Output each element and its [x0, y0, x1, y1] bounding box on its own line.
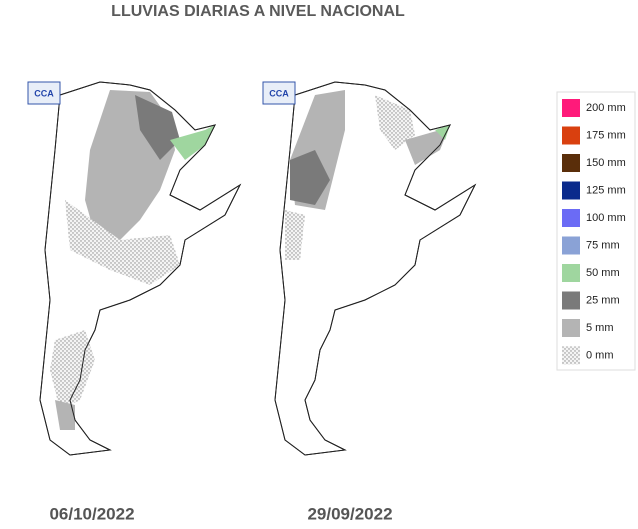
legend-swatch — [562, 236, 580, 255]
legend-swatch — [562, 154, 580, 172]
legend-label: 5 mm — [586, 322, 614, 334]
legend-swatch — [562, 209, 580, 227]
legend: 200 mm 175 mm 150 mm 125 mm 100 mm 75 mm 50 mm… — [556, 91, 636, 371]
legend-label: 125 mm — [586, 184, 626, 196]
legend-label: 50 mm — [586, 267, 620, 279]
legend-swatch — [562, 99, 580, 117]
legend-swatch — [562, 264, 580, 282]
legend-swatch — [562, 181, 580, 200]
legend-swatch — [562, 319, 580, 337]
legend-label: 75 mm — [586, 239, 620, 251]
legend-label: 175 mm — [586, 129, 626, 141]
legend-swatch — [562, 346, 580, 365]
map-date: 29/09/2022 — [307, 504, 392, 523]
legend-label: 0 mm — [586, 349, 614, 361]
legend-label: 100 mm — [586, 212, 626, 224]
legend-label: 200 mm — [586, 102, 626, 114]
legend-label: 25 mm — [586, 294, 620, 306]
map-date: 06/10/2022 — [49, 504, 134, 523]
map: CCA 29/09/2022 — [262, 81, 476, 523]
legend-swatch — [562, 126, 580, 145]
logo: CCA — [34, 88, 54, 98]
legend-label: 150 mm — [586, 157, 626, 169]
legend-swatch — [562, 291, 580, 310]
title: LLUVIAS DIARIAS A NIVEL NACIONAL — [111, 3, 405, 20]
logo: CCA — [269, 88, 289, 98]
map: CCA 06/10/2022 — [27, 81, 241, 523]
